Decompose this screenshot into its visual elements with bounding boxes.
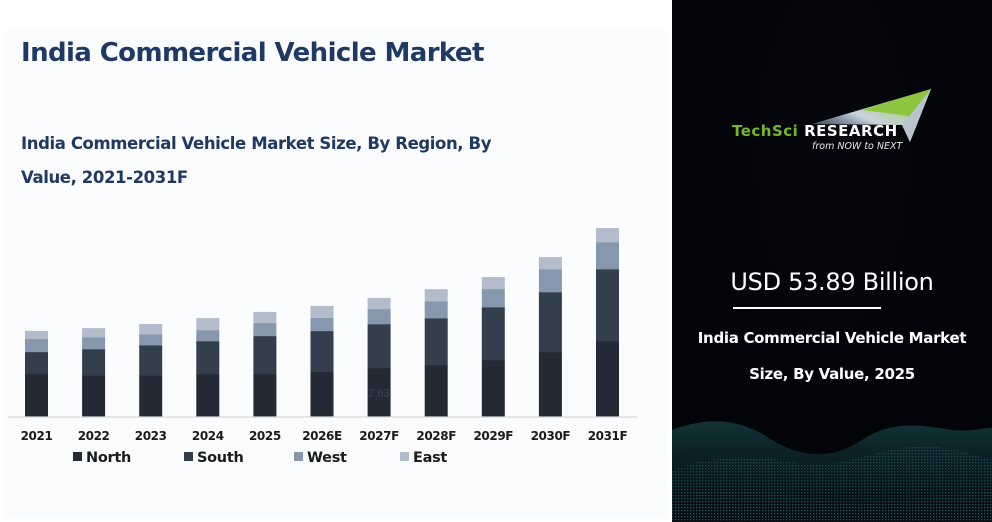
legend-swatch [294, 452, 303, 461]
bar-east-2029f [481, 277, 505, 290]
legend-swatch [184, 452, 193, 461]
bar-north-2026e [310, 371, 334, 418]
bar-west-2024 [196, 330, 220, 342]
legend-label: North [86, 450, 131, 466]
legend-label: South [197, 450, 243, 466]
bar-east-2022 [82, 328, 106, 338]
bar-east-2025 [253, 311, 277, 324]
market-size-caption: India Commercial Vehicle Market Size, By… [672, 320, 992, 392]
brand-tagline: from NOW to NEXT [812, 141, 903, 152]
bar-east-2027f [367, 297, 391, 310]
x-tick-label: 2023 [135, 429, 167, 443]
bar-west-2021 [25, 338, 48, 353]
bars-group [25, 228, 619, 418]
bar-north-2022 [82, 375, 106, 418]
bar-west-2026e [310, 317, 334, 332]
x-tick-label: 2021 [21, 429, 53, 443]
bar-south-2029f [481, 307, 505, 361]
data-labels: 2.63 [368, 388, 389, 400]
bar-east-2031f [596, 228, 619, 243]
legend-item-south: South [184, 450, 244, 466]
bar-stack-2023 [139, 324, 163, 418]
bar-stack-2031f [596, 228, 619, 418]
bar-east-2030f [538, 257, 562, 270]
x-tick-labels: 2021 2022 2023 2024 2025 2026E 2027F 2028F 2029F… [21, 429, 628, 443]
bar-east-2024 [196, 318, 220, 331]
bar-south-2023 [139, 345, 163, 376]
x-tick-label: 2029F [473, 429, 513, 443]
bar-south-2025 [253, 335, 277, 375]
x-tick-label: 2022 [78, 429, 110, 443]
bar-stack-2027f [367, 297, 391, 418]
bar-south-2021 [25, 352, 48, 375]
legend-item-east: East [400, 450, 448, 466]
bar-west-2025 [253, 322, 277, 337]
x-tick-label: 2025 [249, 429, 281, 443]
bar-east-2028f [424, 289, 448, 302]
x-tick-label: 2024 [192, 429, 224, 443]
bar-north-2029f [481, 360, 505, 418]
legend-swatch [400, 452, 409, 461]
bar-north-2024 [196, 374, 220, 418]
bar-south-2031f [596, 269, 619, 342]
bar-south-2028f [424, 318, 448, 366]
legend-item-north: North [73, 450, 131, 466]
bar-stack-2030f [538, 257, 562, 418]
bar-stack-2021 [25, 330, 48, 418]
brand-name-part2: Research [804, 122, 898, 140]
legend-label: East [413, 450, 447, 466]
legend-swatch [73, 452, 82, 461]
bar-north-2028f [424, 365, 448, 418]
wave-background-graphic [672, 421, 992, 522]
bar-north-2023 [139, 375, 163, 418]
bar-stack-2026e [310, 305, 334, 418]
brand-name: TechSci Research [732, 122, 898, 140]
summary-panel: TechSci Research from NOW to NEXT USD 53… [672, 0, 992, 522]
bar-west-2023 [139, 334, 163, 346]
bar-west-2029f [481, 289, 505, 308]
x-tick-label: 2027F [359, 429, 399, 443]
bar-west-2031f [596, 242, 619, 270]
x-tick-label: 2031F [588, 429, 628, 443]
bar-stack-2029f [481, 277, 505, 418]
bar-north-2021 [25, 374, 48, 418]
bar-south-2026e [310, 330, 334, 373]
bar-east-2021 [25, 330, 48, 340]
bar-south-2022 [82, 349, 106, 376]
market-size-value: USD 53.89 Billion [730, 268, 934, 296]
divider [733, 307, 881, 309]
bar-stack-2024 [196, 318, 220, 418]
caption-line-1: India Commercial Vehicle Market [697, 329, 967, 347]
bar-stack-2028f [424, 289, 448, 418]
bar-south-2030f [538, 292, 562, 353]
data-label: 2.63 [368, 388, 389, 400]
x-tick-label: 2028F [416, 429, 456, 443]
brand-logo-swoosh-icon [812, 89, 931, 142]
x-tick-label: 2030F [531, 429, 571, 443]
stacked-bar-chart: 2021 2022 2023 2024 2025 2026E 2027F 2028F 2029F… [8, 228, 637, 466]
bar-west-2027f [367, 308, 391, 325]
page-title: India Commercial Vehicle Market [21, 38, 484, 68]
bar-north-2025 [253, 374, 277, 418]
bar-south-2027f [367, 324, 391, 369]
legend: North South West East [73, 450, 448, 466]
chart-subtitle: India Commercial Vehicle Market Size, By… [21, 134, 492, 187]
chart-panel: India Commercial Vehicle Market India Co… [8, 38, 637, 466]
bar-east-2026e [310, 305, 334, 319]
bar-north-2031f [596, 341, 619, 418]
x-tick-label: 2026E [302, 429, 342, 443]
legend-item-west: West [294, 450, 347, 466]
bar-north-2030f [538, 352, 562, 418]
bar-west-2030f [538, 269, 562, 293]
bar-north-2027f [367, 368, 391, 418]
bar-stack-2025 [253, 311, 277, 418]
caption-line-2: Size, By Value, 2025 [749, 365, 915, 383]
bar-west-2028f [424, 301, 448, 319]
legend-label: West [307, 450, 347, 466]
bar-south-2024 [196, 341, 220, 375]
bar-west-2022 [82, 337, 106, 350]
bar-stack-2022 [82, 328, 106, 418]
brand-name-part1: TechSci [732, 122, 799, 140]
bar-east-2023 [139, 324, 163, 335]
